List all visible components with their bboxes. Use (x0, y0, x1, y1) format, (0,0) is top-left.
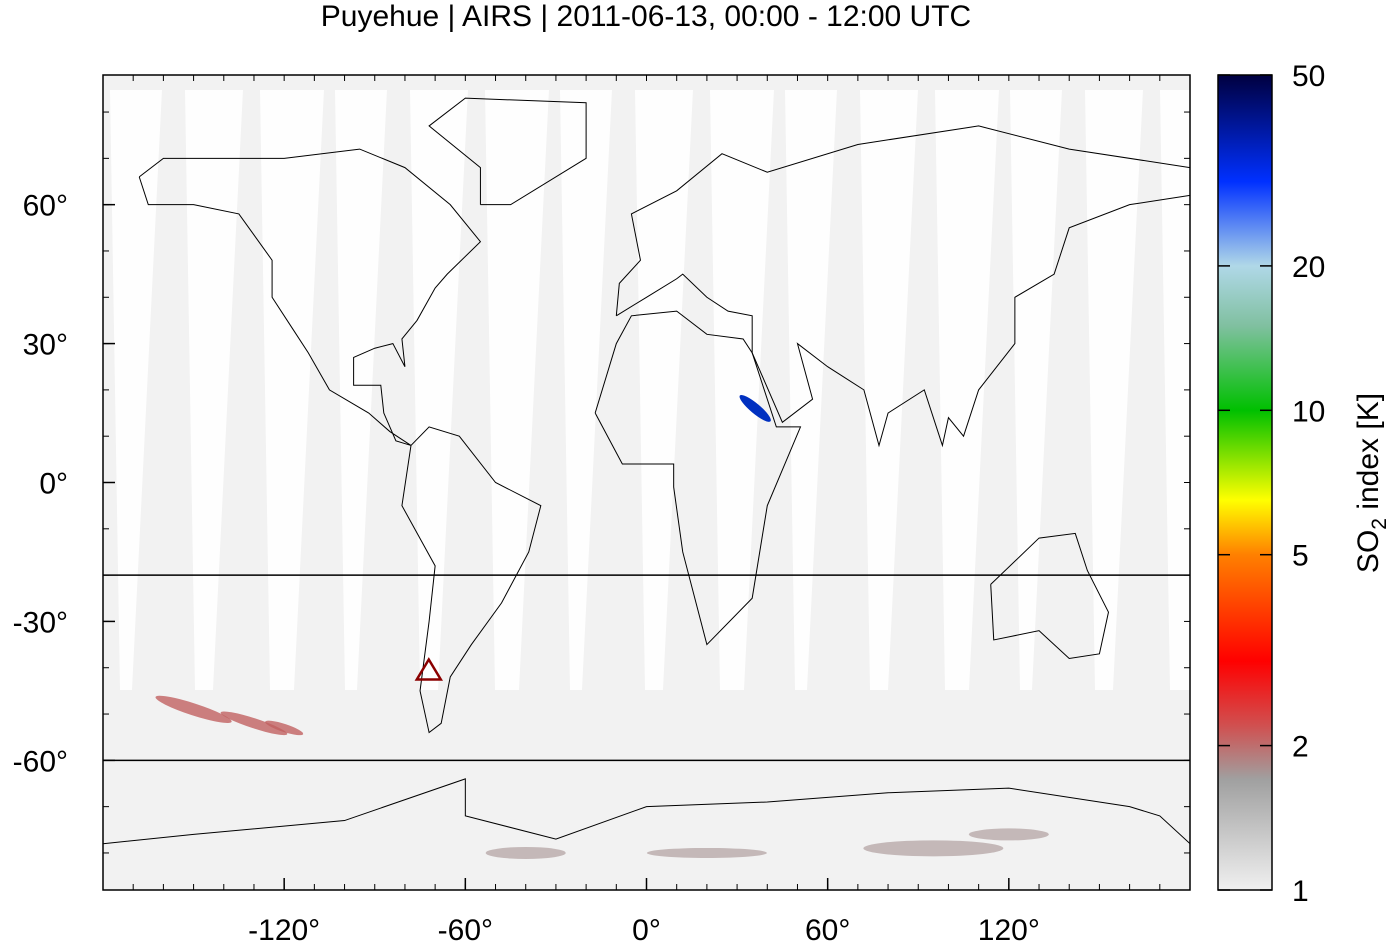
swath-gap (410, 90, 468, 690)
colorbar-label-part: SO (1352, 530, 1385, 573)
y-tick-label: -30° (13, 606, 68, 639)
swath-gap (860, 90, 918, 690)
colorbar-tick-label: 2 (1292, 731, 1309, 764)
coastline (138, 148, 482, 446)
plume (485, 846, 566, 859)
colorbar-tick-label: 1 (1292, 875, 1309, 908)
swath-gap (1010, 90, 1062, 690)
colorbar-tick-label: 20 (1292, 251, 1325, 284)
coastline (990, 532, 1110, 659)
colorbar-tick-label: 50 (1292, 60, 1325, 93)
y-tick-label: 30° (23, 329, 68, 362)
x-tick-label: 0° (632, 914, 661, 947)
swath-gap (935, 90, 999, 690)
swath-gap (260, 90, 324, 690)
swath-gap (1160, 90, 1190, 690)
x-tick-label: 60° (805, 914, 850, 947)
swath-gap (185, 90, 243, 690)
y-tick-label: 0° (39, 468, 68, 501)
swath-gap (1085, 90, 1143, 690)
plume (220, 711, 288, 736)
plume (646, 847, 767, 858)
coastline (103, 778, 1190, 845)
x-tick-label: 120° (978, 914, 1040, 947)
colorbar-label: SO2 index [K] (1352, 393, 1388, 573)
coastline (615, 125, 1190, 448)
colorbar-tick-label: 10 (1292, 395, 1325, 428)
coastline (594, 310, 802, 646)
swath-gap (710, 90, 774, 690)
swath-gap (560, 90, 612, 690)
swath-gap (785, 90, 837, 690)
plume (265, 720, 304, 736)
colorbar-label-part: index [K] (1352, 393, 1385, 518)
volcano-marker (414, 657, 444, 681)
swath-gap (335, 90, 387, 690)
swath-gap (635, 90, 693, 690)
colorbar (1217, 74, 1273, 891)
chart-title: Puyehue | AIRS | 2011-06-13, 00:00 - 12:… (321, 0, 971, 33)
plume (155, 695, 232, 724)
y-tick-label: -60° (13, 745, 68, 778)
plume (739, 394, 771, 422)
map-area (103, 75, 1190, 890)
y-tick-label: 60° (23, 190, 68, 223)
coastline (428, 97, 587, 206)
swath-gap (110, 90, 162, 690)
colorbar-label-sub: 2 (1368, 518, 1388, 530)
plume (968, 828, 1049, 841)
coastline (401, 426, 542, 734)
x-tick-label: -60° (438, 914, 493, 947)
plume (863, 840, 1004, 857)
x-tick-label: -120° (248, 914, 320, 947)
swath-gap (485, 90, 549, 690)
colorbar-tick-label: 5 (1292, 540, 1309, 573)
